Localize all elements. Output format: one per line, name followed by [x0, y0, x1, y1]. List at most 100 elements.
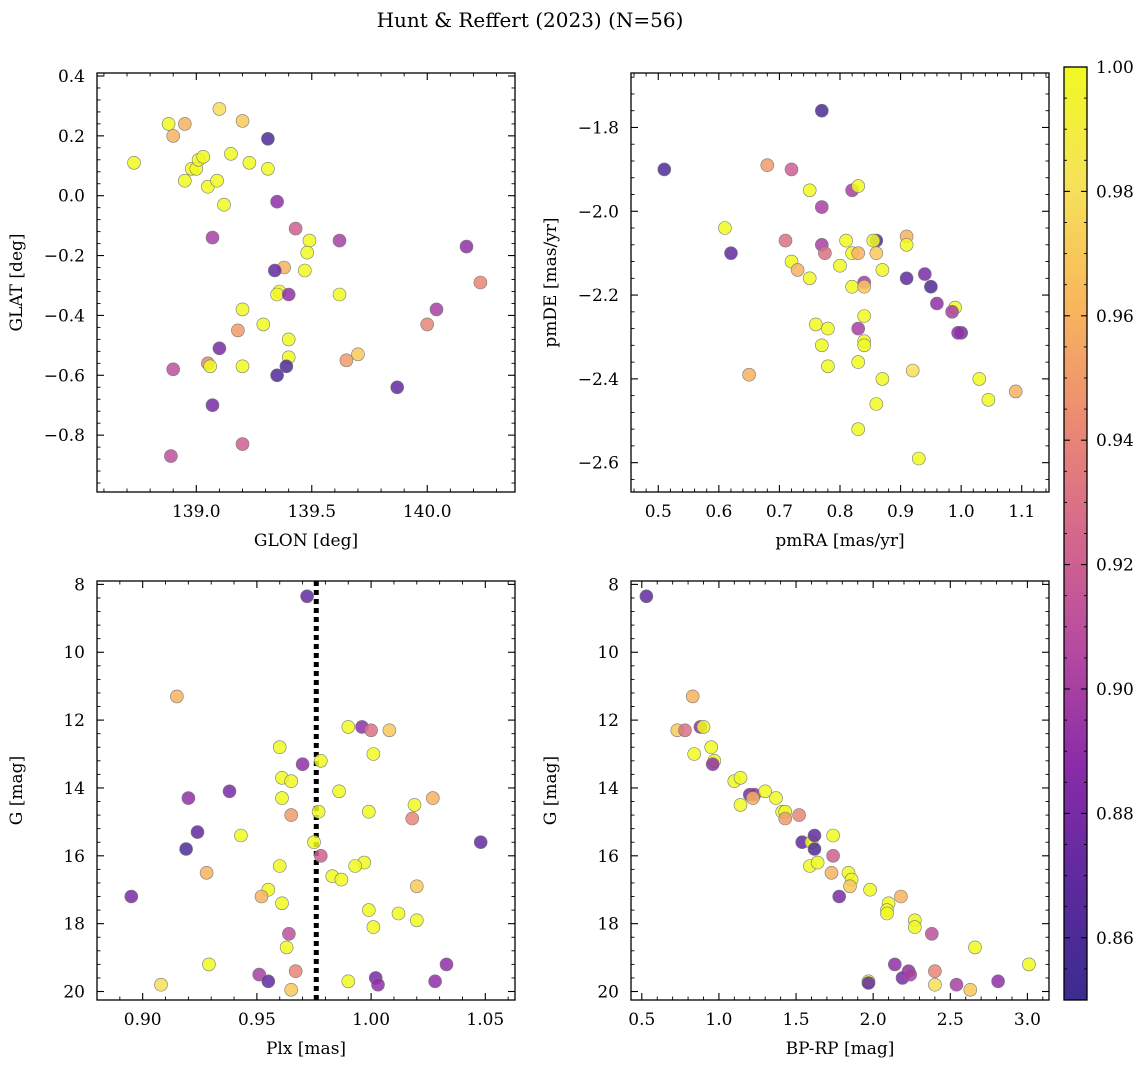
data-point — [256, 317, 271, 332]
data-point — [821, 321, 835, 336]
axes-frame — [630, 72, 1050, 493]
y-tick-label: −0.4 — [44, 306, 85, 326]
y-tick-label: 0.2 — [58, 127, 85, 147]
data-point — [1022, 957, 1036, 972]
data-point — [784, 162, 799, 177]
data-point — [972, 372, 987, 386]
y-tick-label: −2.6 — [578, 454, 619, 474]
data-point — [217, 197, 231, 212]
data-point — [928, 964, 942, 979]
data-point — [429, 302, 444, 317]
data-point — [127, 156, 141, 170]
data-point — [778, 233, 793, 248]
x-tick-label: 0.6 — [705, 502, 732, 522]
x-tick-label: 1.05 — [466, 1010, 504, 1030]
data-point — [778, 811, 793, 826]
data-point — [222, 784, 237, 799]
y-axis-label: GLAT [deg] — [7, 233, 27, 331]
y-tick-label: 0.4 — [58, 67, 85, 87]
data-point — [907, 920, 922, 934]
data-point — [814, 338, 829, 353]
data-point — [425, 791, 440, 805]
data-point — [405, 811, 420, 826]
data-point — [161, 117, 176, 131]
data-point — [824, 865, 839, 880]
data-point — [284, 982, 299, 997]
data-point — [742, 367, 756, 382]
data-point — [270, 287, 284, 302]
data-point — [963, 982, 978, 997]
data-point — [284, 808, 299, 822]
x-tick-label: 140.0 — [403, 502, 452, 522]
data-point — [814, 200, 829, 214]
data-point — [704, 740, 719, 755]
y-tick-label: 18 — [63, 915, 85, 935]
data-point — [382, 723, 397, 738]
data-point — [473, 275, 488, 290]
y-tick-label: 16 — [597, 847, 619, 867]
data-point — [164, 449, 178, 463]
colorbar-tick-label: 1.00 — [1096, 58, 1134, 78]
y-tick-label: 14 — [597, 779, 619, 799]
data-point — [420, 317, 435, 332]
data-point — [275, 896, 289, 911]
data-point — [807, 842, 822, 856]
colorbar-tick-label: 0.98 — [1096, 182, 1134, 202]
data-point — [808, 317, 823, 332]
colorbar-tick-label: 0.96 — [1096, 307, 1134, 327]
data-point — [903, 967, 918, 982]
x-tick-label: 0.5 — [628, 1010, 655, 1030]
data-point — [857, 309, 872, 323]
data-point — [302, 233, 317, 248]
data-point — [724, 246, 738, 260]
data-point — [196, 150, 210, 164]
data-point — [802, 271, 817, 286]
data-point — [267, 263, 282, 278]
data-point — [202, 957, 216, 972]
axes-frame — [96, 580, 516, 1001]
data-point — [407, 798, 422, 812]
data-point — [814, 103, 829, 118]
data-point — [991, 974, 1005, 989]
y-tick-label: 18 — [597, 915, 619, 935]
data-point — [875, 263, 890, 277]
data-point — [899, 271, 914, 286]
data-point — [851, 321, 866, 336]
data-point — [869, 246, 884, 260]
colorbar-tick-label: 0.86 — [1096, 929, 1134, 949]
data-point — [802, 183, 817, 198]
data-point — [261, 974, 276, 989]
y-tick-label: 10 — [597, 643, 619, 663]
x-tick-label: 1.5 — [783, 1010, 810, 1030]
data-point — [295, 757, 310, 772]
data-point — [1008, 384, 1023, 399]
panel-g-vs-parallax: 0.90 0.95 1.00 1.05 8 10 12 14 16 18 20 Plx [mas] G … — [7, 575, 516, 1059]
data-point — [281, 287, 296, 302]
x-tick-label: 0.90 — [124, 1010, 162, 1030]
data-point — [826, 848, 840, 863]
data-point — [231, 323, 245, 338]
x-tick-label: 0.95 — [238, 1010, 276, 1030]
data-point — [880, 906, 894, 921]
y-tick-label: 14 — [63, 779, 85, 799]
y-tick-label: 0.0 — [58, 187, 85, 207]
colorbar-gradient — [1063, 66, 1088, 1001]
x-tick-label: 1.0 — [705, 1010, 732, 1030]
data-point — [288, 221, 303, 236]
data-point — [851, 246, 866, 260]
y-tick-label: 20 — [597, 983, 619, 1003]
data-point — [332, 287, 347, 302]
data-point — [905, 363, 920, 378]
data-point — [282, 926, 296, 941]
data-point — [270, 368, 284, 383]
data-point — [810, 855, 825, 870]
data-point — [790, 263, 805, 277]
data-point — [281, 332, 296, 347]
data-point — [409, 913, 424, 928]
data-point — [371, 977, 385, 992]
x-tick-label: 0.5 — [645, 502, 672, 522]
y-tick-label: 10 — [63, 643, 85, 663]
data-point — [826, 828, 840, 843]
data-point — [924, 926, 939, 941]
